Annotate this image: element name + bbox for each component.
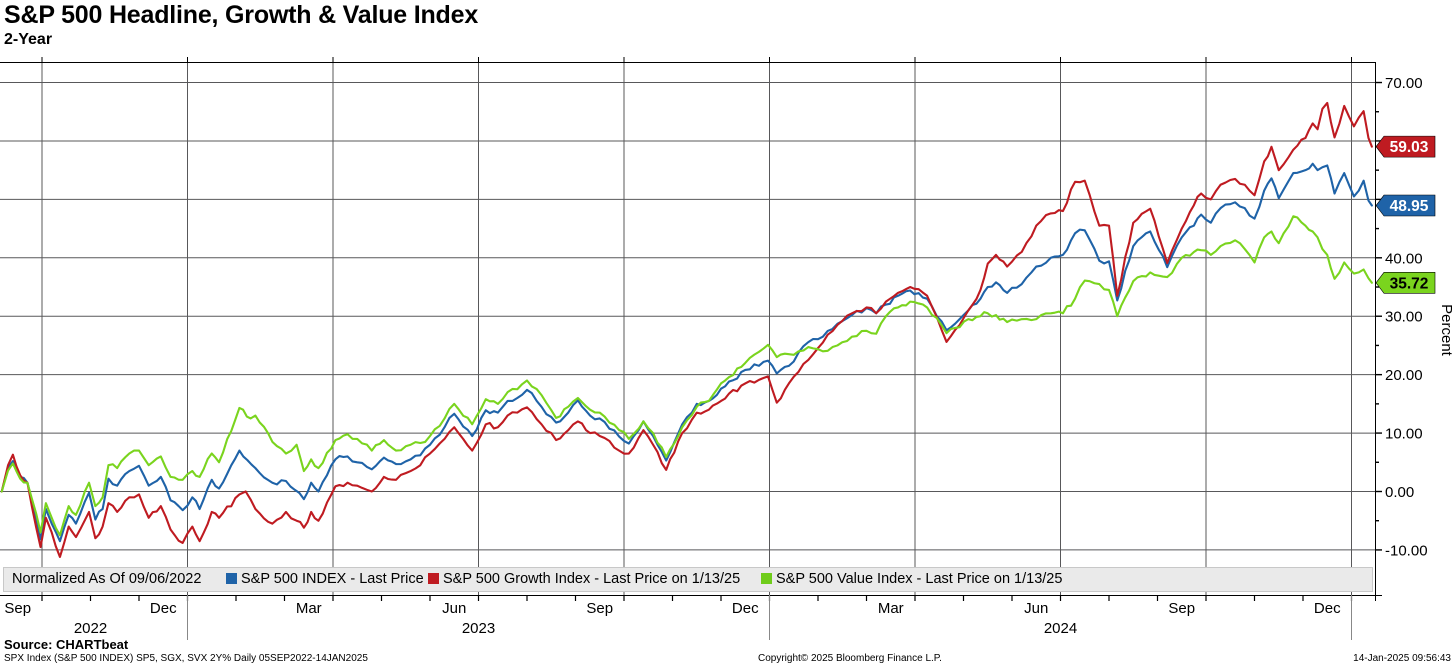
legend-normalized-note: Normalized As Of 09/06/2022 bbox=[12, 571, 202, 587]
ticker-meta-line: SPX Index (S&P 500 INDEX) SP5, SGX, SVX … bbox=[4, 653, 368, 664]
legend-item-label: S&P 500 Growth Index - Last Price on 1/1… bbox=[443, 571, 741, 587]
x-month-label: Jun bbox=[1024, 600, 1048, 617]
chart-legend: Normalized As Of 09/06/2022 S&P 500 INDE… bbox=[3, 567, 1373, 592]
legend-item-value-index[interactable]: S&P 500 Value Index - Last Price on 1/13… bbox=[761, 571, 1062, 587]
legend-item-label: S&P 500 Value Index - Last Price on 1/13… bbox=[776, 571, 1063, 587]
x-year-label: 2024 bbox=[1044, 620, 1077, 637]
x-month-label: Dec bbox=[150, 600, 177, 617]
last-price-badge-sp500: 48.95 bbox=[1375, 194, 1436, 217]
last-price-value: 48.95 bbox=[1390, 198, 1429, 215]
x-month-label: Sep bbox=[4, 600, 31, 617]
last-price-value: 59.03 bbox=[1390, 139, 1429, 156]
y-tick-label: 70.00 bbox=[1385, 75, 1423, 92]
last-price-badge-growth: 59.03 bbox=[1375, 135, 1436, 158]
x-year-label: 2023 bbox=[462, 620, 495, 637]
chart-period-subtitle: 2-Year bbox=[4, 31, 53, 48]
chart-title: S&P 500 Headline, Growth & Value Index bbox=[4, 1, 479, 29]
last-price-value: 35.72 bbox=[1390, 275, 1429, 292]
x-month-label: Mar bbox=[878, 600, 904, 617]
x-year-label: 2022 bbox=[74, 620, 107, 637]
x-month-label: Dec bbox=[732, 600, 759, 617]
x-month-label: Dec bbox=[1314, 600, 1341, 617]
source-label: Source: CHARTbeat bbox=[4, 637, 129, 652]
x-month-label: Sep bbox=[586, 600, 613, 617]
legend-item-sp500-index[interactable]: S&P 500 INDEX - Last Price bbox=[226, 571, 424, 587]
x-month-label: Sep bbox=[1168, 600, 1195, 617]
y-axis-title: Percent bbox=[1438, 304, 1455, 357]
sp500-index-swatch-icon bbox=[226, 573, 237, 584]
x-month-label: Jun bbox=[442, 600, 466, 617]
x-month-label: Mar bbox=[296, 600, 322, 617]
value-index-swatch-icon bbox=[761, 573, 772, 584]
growth-index-swatch-icon bbox=[428, 573, 439, 584]
y-tick-label: 10.00 bbox=[1385, 426, 1423, 443]
last-price-badge-value: 35.72 bbox=[1375, 272, 1436, 294]
y-tick-label: -10.00 bbox=[1385, 542, 1428, 559]
legend-item-growth-index[interactable]: S&P 500 Growth Index - Last Price on 1/1… bbox=[428, 571, 740, 587]
legend-item-label: S&P 500 INDEX - Last Price bbox=[241, 571, 424, 587]
y-tick-label: 40.00 bbox=[1385, 250, 1423, 267]
series-line-growth bbox=[0, 101, 1373, 558]
y-tick-label: 30.00 bbox=[1385, 309, 1423, 326]
y-tick-label: 0.00 bbox=[1385, 484, 1414, 501]
series-line-sp500 bbox=[0, 162, 1373, 543]
copyright-label: Copyright© 2025 Bloomberg Finance L.P. bbox=[758, 653, 942, 664]
grid-lines bbox=[0, 62, 1375, 595]
x-axis-bottom: Sep Dec Mar Jun Sep Dec Mar Jun Sep Dec 2022 2023 20… bbox=[4, 595, 1353, 640]
timestamp-label: 14-Jan-2025 09:56:43 bbox=[1353, 653, 1451, 664]
y-tick-label: 20.00 bbox=[1385, 367, 1423, 384]
series-line-value bbox=[0, 215, 1373, 537]
plot-frame bbox=[0, 57, 1382, 601]
last-price-badges: 59.03 48.95 35.72 bbox=[1375, 135, 1436, 294]
